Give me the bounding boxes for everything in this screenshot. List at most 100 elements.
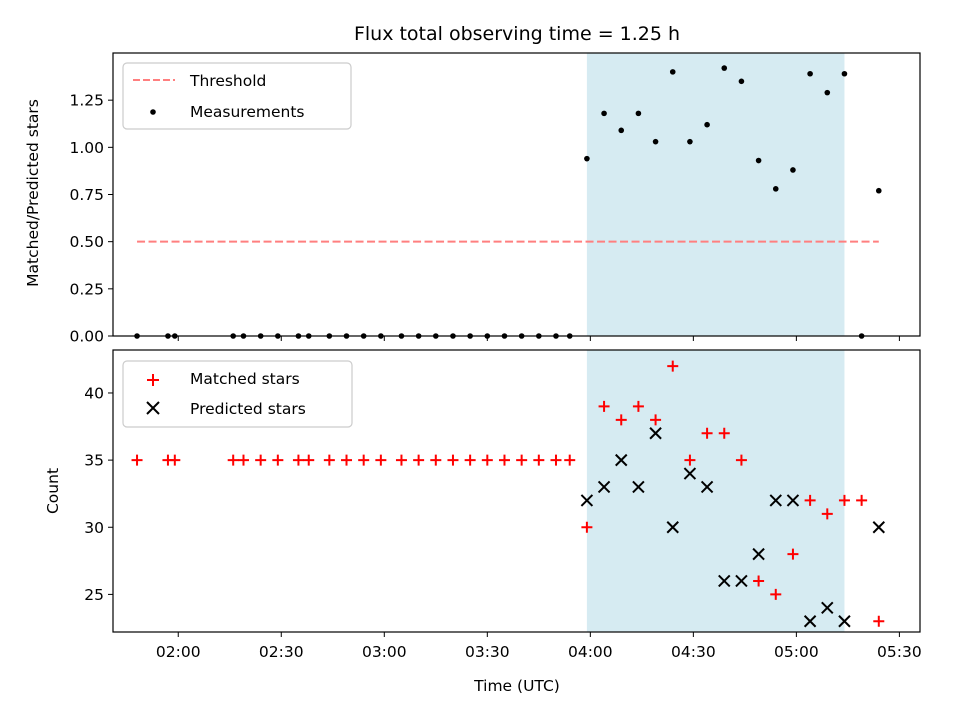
matched-stars-point <box>684 454 696 466</box>
y-tick-label: 0.25 <box>69 280 104 298</box>
x-tick-label: 02:30 <box>259 643 304 661</box>
matched-stars-point <box>481 454 493 466</box>
x-tick-label: 04:00 <box>568 643 613 661</box>
x-tick-label: 02:00 <box>156 643 201 661</box>
measurement-point <box>618 127 625 134</box>
bottom-y-axis-label: Count <box>44 468 62 514</box>
measurement-point <box>635 110 642 117</box>
matched-stars-point <box>581 521 593 533</box>
measurement-point <box>738 78 745 85</box>
legend-predicted-label: Predicted stars <box>190 400 306 418</box>
matched-stars-point <box>272 454 284 466</box>
matched-stars-point <box>498 454 510 466</box>
top-axes-frame <box>112 52 921 337</box>
measurement-point <box>704 121 710 128</box>
matched-stars-point <box>873 615 885 627</box>
legend-threshold-label: Threshold <box>189 72 266 90</box>
x-tick-label: 05:00 <box>774 643 819 661</box>
predicted-stars-point <box>769 494 782 507</box>
bottom-axes-frame <box>112 349 921 633</box>
matched-stars-point <box>516 454 528 466</box>
y-tick-label: 40 <box>84 384 104 402</box>
matched-stars-point <box>804 494 816 506</box>
legend-matched-label: Matched stars <box>190 370 300 388</box>
predicted-stars-point <box>615 453 628 467</box>
measurement-point <box>669 69 676 75</box>
x-tick-label: 04:30 <box>671 643 716 661</box>
matched-stars-point <box>413 454 425 466</box>
y-tick-label: 0.00 <box>69 328 104 346</box>
y-tick-label: 30 <box>84 519 104 537</box>
predicted-stars-point <box>580 494 594 507</box>
matched-stars-point <box>227 454 239 466</box>
measurement-point <box>875 187 882 194</box>
top-panel: 0.00 0.25 0.50 0.75 1.00 1.25 Matched/Predict… <box>24 52 921 346</box>
predicted-stars-point <box>700 480 714 494</box>
matched-stars-point <box>856 494 868 506</box>
predicted-stars-point <box>683 467 697 480</box>
x-tick-label: 03:30 <box>465 643 510 661</box>
measurement-point <box>652 138 659 145</box>
matched-stars-point <box>550 454 562 466</box>
measurement-point <box>807 70 813 77</box>
matched-stars-point <box>292 454 304 466</box>
measurement-point <box>772 186 779 192</box>
matched-stars-point <box>650 414 662 426</box>
matched-stars-point <box>358 454 370 466</box>
y-tick-label: 35 <box>84 452 104 470</box>
bottom-legend: Matched stars Predicted stars <box>122 360 353 428</box>
matched-stars-point <box>447 454 459 466</box>
predicted-stars-point <box>666 521 679 534</box>
matched-stars-point <box>375 454 387 466</box>
legend-measurements-swatch <box>150 109 156 115</box>
legend-matched-swatch <box>147 374 159 386</box>
predicted-stars-point <box>718 574 731 588</box>
y-tick-label: 25 <box>84 586 104 604</box>
top-x-ticks <box>177 336 900 341</box>
predicted-stars-point <box>821 601 834 615</box>
observing-span-bottom <box>586 350 845 632</box>
matched-stars-point <box>430 454 442 466</box>
measurement-point <box>755 157 762 164</box>
x-axis-label: Time (UTC) <box>473 677 560 695</box>
matched-stars-point <box>632 400 644 412</box>
y-tick-label: 1.00 <box>69 139 104 157</box>
bottom-panel: 25 30 35 40 02:00 02:30 03:00 03:30 04:00 04:30 0… <box>44 349 922 661</box>
matched-stars-point <box>770 588 782 600</box>
y-tick-label: 1.25 <box>69 92 104 110</box>
matched-stars-point <box>598 400 610 412</box>
matched-stars-point <box>718 427 730 439</box>
matched-stars-point <box>821 508 833 520</box>
bottom-plot-area <box>131 360 885 628</box>
matched-stars-point <box>753 575 765 587</box>
x-tick-label: 03:00 <box>362 643 407 661</box>
matched-stars-point <box>787 548 799 560</box>
predicted-stars-point <box>786 494 800 507</box>
matched-stars-point <box>303 454 315 466</box>
measurement-point <box>721 65 728 71</box>
predicted-stars-point <box>649 427 662 440</box>
matched-stars-point <box>323 454 335 466</box>
matched-stars-point <box>395 454 407 466</box>
predicted-stars-point <box>735 574 748 588</box>
measurement-point <box>687 138 693 145</box>
measurement-point <box>584 155 590 162</box>
matched-stars-point <box>169 454 181 466</box>
matched-stars-point <box>667 360 679 372</box>
measurement-point <box>841 70 848 77</box>
y-tick-label: 0.50 <box>69 233 104 251</box>
measurement-point <box>824 89 831 96</box>
matched-stars-point <box>255 454 267 466</box>
matched-stars-point <box>131 454 143 466</box>
matched-stars-point <box>533 454 545 466</box>
measurement-point <box>601 110 607 117</box>
top-y-axis-label: Matched/Predicted stars <box>24 99 42 287</box>
bottom-y-ticks: 25 30 35 40 <box>84 384 113 604</box>
predicted-stars-point <box>632 480 645 494</box>
legend-predicted-swatch <box>146 401 160 415</box>
matched-stars-point <box>701 427 713 439</box>
predicted-stars-point <box>597 480 611 494</box>
x-tick-label: 05:30 <box>877 643 922 661</box>
predicted-stars-point <box>752 547 765 561</box>
